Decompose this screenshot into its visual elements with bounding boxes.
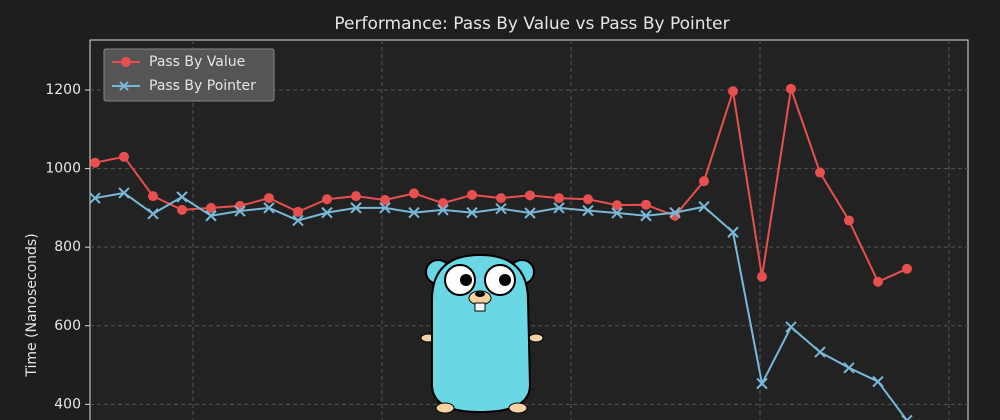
y-tick-label: 600 bbox=[54, 318, 81, 334]
point-marker bbox=[264, 193, 274, 204]
series bbox=[89, 187, 913, 420]
point-marker bbox=[785, 321, 797, 333]
point-marker bbox=[698, 201, 710, 213]
point-marker bbox=[757, 271, 767, 282]
y-axis-label: Time (Nanoseconds) bbox=[24, 233, 40, 377]
point-marker bbox=[843, 362, 855, 374]
point-marker bbox=[148, 191, 158, 202]
point-marker bbox=[322, 194, 332, 205]
point-marker bbox=[756, 377, 768, 390]
legend-box bbox=[103, 48, 275, 102]
point-marker bbox=[380, 195, 390, 206]
point-marker bbox=[612, 200, 622, 211]
point-marker bbox=[147, 208, 159, 220]
point-marker bbox=[641, 199, 651, 210]
point-marker bbox=[351, 191, 361, 202]
point-marker bbox=[553, 202, 565, 214]
point-marker bbox=[583, 194, 593, 205]
point-marker bbox=[234, 205, 246, 217]
point-marker bbox=[437, 204, 449, 216]
point-marker bbox=[119, 151, 129, 162]
point-marker bbox=[524, 207, 536, 219]
point-marker bbox=[640, 210, 652, 222]
point-marker bbox=[438, 198, 448, 209]
point-marker bbox=[235, 200, 245, 211]
point-marker bbox=[206, 202, 216, 213]
point-marker bbox=[350, 202, 362, 214]
point-marker bbox=[728, 86, 738, 97]
legend: Pass By Value Pass By Pointer bbox=[103, 48, 275, 102]
legend-label: Pass By Value bbox=[149, 54, 245, 70]
point-marker bbox=[815, 167, 825, 178]
point-marker bbox=[177, 204, 187, 215]
legend-label: Pass By Pointer bbox=[149, 78, 256, 94]
point-marker bbox=[379, 202, 391, 214]
point-marker bbox=[292, 214, 304, 227]
chart-title: Performance: Pass By Value vs Pass By Po… bbox=[334, 14, 729, 34]
point-marker bbox=[786, 83, 796, 94]
point-marker bbox=[844, 215, 854, 226]
point-marker bbox=[409, 188, 419, 199]
point-marker bbox=[90, 157, 100, 168]
point-marker bbox=[902, 263, 912, 274]
point-marker bbox=[582, 204, 594, 217]
point-marker bbox=[525, 190, 535, 201]
point-marker bbox=[408, 206, 420, 219]
point-marker bbox=[727, 226, 739, 238]
point-marker bbox=[89, 192, 101, 204]
point-marker bbox=[293, 206, 303, 217]
point-marker bbox=[814, 346, 826, 358]
point-marker bbox=[873, 276, 883, 287]
point-marker bbox=[872, 375, 884, 388]
legend-marker bbox=[121, 57, 131, 67]
point-marker bbox=[611, 207, 623, 219]
point-marker bbox=[118, 187, 130, 199]
point-marker bbox=[699, 176, 709, 187]
gopher-mascot bbox=[420, 253, 544, 414]
legend-marker bbox=[119, 81, 129, 91]
point-marker bbox=[901, 414, 913, 420]
point-marker bbox=[554, 193, 564, 204]
y-tick-label: 1200 bbox=[45, 82, 81, 98]
y-tick-label: 400 bbox=[54, 396, 81, 412]
x-grid bbox=[192, 40, 950, 420]
y-tick-label: 800 bbox=[54, 239, 81, 255]
point-marker bbox=[205, 210, 217, 222]
point-marker bbox=[669, 206, 681, 219]
point-marker bbox=[466, 206, 478, 219]
point-marker bbox=[176, 191, 188, 203]
point-marker bbox=[495, 202, 507, 215]
point-marker bbox=[467, 189, 477, 200]
y-tick-label: 1000 bbox=[45, 161, 81, 177]
point-marker bbox=[321, 206, 333, 219]
point-marker bbox=[496, 193, 506, 204]
point-marker bbox=[263, 202, 275, 214]
